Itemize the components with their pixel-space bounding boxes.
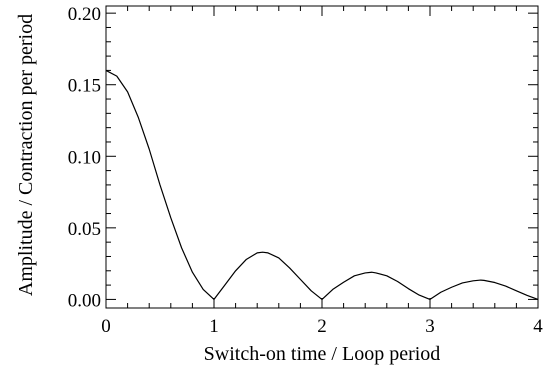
x-tick-label: 2 [317,316,327,337]
x-tick-label: 4 [533,316,543,337]
y-tick-label: 0.05 [68,219,101,240]
x-tick-label: 1 [209,316,219,337]
series-line-0 [105,69,539,301]
y-tick-label: 0.00 [68,290,101,311]
y-axis-label: Amplitude / Contraction per period [15,14,37,296]
y-tick-label: 0.20 [68,4,101,25]
y-tick-label: 0.10 [68,147,101,168]
x-axis-label: Switch-on time / Loop period [204,343,441,365]
x-tick-label: 0 [101,316,111,337]
y-tick-label: 0.15 [68,76,101,97]
x-tick-label: 3 [425,316,435,337]
plot-frame [105,5,539,309]
